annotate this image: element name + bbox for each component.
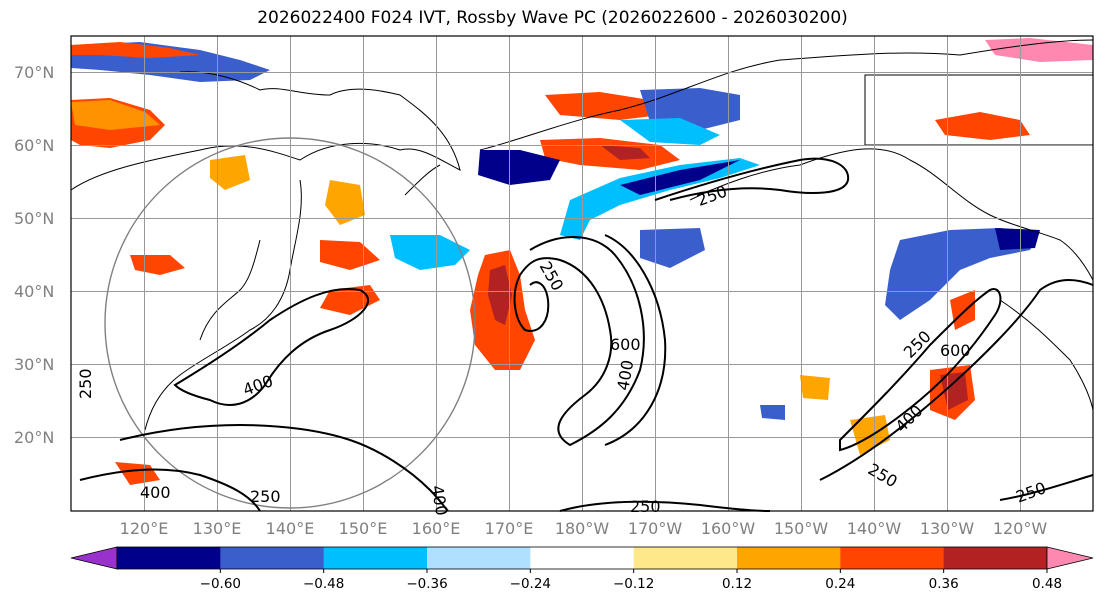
shade-blob (320, 240, 380, 270)
colorbar-tick-label: −0.24 (510, 576, 551, 592)
lon-label: 140°E (266, 519, 315, 538)
latitude-labels: 70°N 60°N 50°N 40°N 30°N 20°N (14, 63, 54, 447)
shade-blob (390, 235, 470, 270)
contour-label: 600 (610, 335, 641, 354)
shade-blob (488, 265, 512, 325)
lon-label: 170°W (628, 519, 683, 538)
colorbar-extend-low (70, 546, 118, 570)
lon-label: 130°W (920, 519, 975, 538)
coastline (404, 164, 441, 196)
lon-label: 140°W (847, 519, 902, 538)
colorbar-segment (943, 547, 1048, 569)
shade-blob (760, 405, 785, 420)
shade-blob (985, 38, 1093, 62)
colorbar-tick-label: 0.12 (722, 576, 752, 592)
contour-line (79, 468, 261, 512)
map-title: 2026022400 F024 IVT, Rossby Wave PC (202… (257, 8, 848, 28)
lon-label: 180°W (555, 519, 610, 538)
colorbar-segment (220, 547, 325, 569)
colorbar-ticks: −0.60 −0.48 −0.36 −0.24 −0.12 0.12 0.24 0.36 0.4… (200, 569, 1062, 592)
shade-blob (115, 462, 160, 485)
colorbar-extend-high (1046, 546, 1094, 570)
colorbar-tick-label: −0.48 (303, 576, 344, 592)
shade-blob (210, 155, 250, 190)
colorbar-segment (737, 547, 841, 569)
shade-blob (325, 180, 365, 225)
shade-blob (71, 100, 160, 130)
coastline (479, 39, 1094, 151)
longitude-labels: 120°E 130°E 140°E 150°E 160°E 170°E 180°… (120, 519, 1048, 538)
coastline (999, 299, 1094, 411)
lat-label: 60°N (14, 136, 54, 155)
colorbar-segment (323, 547, 428, 569)
shade-blob (800, 375, 830, 400)
lon-label: 130°E (193, 519, 242, 538)
lon-label: 160°W (701, 519, 756, 538)
colorbar-tick-label: −0.36 (406, 576, 447, 592)
contour-line (513, 236, 645, 447)
colorbar-segment (530, 547, 635, 569)
shade-blob (478, 150, 560, 185)
colorbar-segments (116, 546, 1048, 570)
contour-line (654, 157, 850, 201)
contour-line (999, 474, 1094, 501)
colorbar: −0.60 −0.48 −0.36 −0.24 −0.12 0.12 0.24 0.36 0.4… (70, 546, 1094, 592)
shade-blob (600, 145, 650, 160)
colorbar-tick-label: 0.48 (1032, 576, 1062, 592)
coastline (144, 179, 302, 431)
contour-label: 400 (427, 484, 451, 517)
shade-blob (620, 118, 720, 145)
shade-blob (620, 160, 740, 195)
colorbar-tick-label: 0.36 (929, 576, 959, 592)
shade-blob (995, 228, 1040, 250)
colorbar-tick-label: −0.12 (613, 576, 654, 592)
contour-label: 400 (140, 483, 171, 502)
colorbar-segment (427, 547, 531, 569)
contour-line (839, 288, 1002, 452)
contour-label: 250 (250, 487, 281, 506)
lon-label: 120°E (120, 519, 169, 538)
lon-label: 120°W (993, 519, 1048, 538)
contour-line (819, 279, 1094, 481)
rossby-contours (79, 157, 1094, 512)
coastline (689, 148, 1094, 281)
shade-blob (71, 42, 200, 58)
shade-blob (640, 228, 705, 268)
colorbar-segment (633, 547, 738, 569)
shade-blob (545, 92, 660, 120)
reference-circle (104, 137, 476, 509)
contour-line (604, 234, 667, 446)
lat-label: 40°N (14, 282, 54, 301)
shade-blob (850, 415, 890, 455)
lat-label: 70°N (14, 63, 54, 82)
contour-label: 600 (940, 341, 971, 360)
colorbar-tick-label: −0.60 (200, 576, 241, 592)
contour-label: 250 (630, 497, 661, 516)
colorbar-segment (117, 547, 221, 569)
map-frame (70, 35, 1094, 512)
lon-label: 150°W (774, 519, 829, 538)
shade-blob (885, 228, 1040, 320)
lat-label: 20°N (14, 428, 54, 447)
shade-blob (130, 255, 185, 275)
coastline (199, 239, 261, 341)
lon-label: 150°E (339, 519, 388, 538)
lon-label: 170°E (485, 519, 534, 538)
lon-label: 160°E (412, 519, 461, 538)
colorbar-tick-label: 0.24 (825, 576, 855, 592)
lat-label: 50°N (14, 209, 54, 228)
coastline (70, 71, 461, 191)
shade-blob (560, 158, 760, 240)
lat-label: 30°N (14, 355, 54, 374)
colorbar-segment (840, 547, 945, 569)
contour-label: 250 (76, 368, 95, 399)
contour-line (119, 423, 449, 512)
contour-line (173, 288, 370, 406)
shade-blob (935, 112, 1030, 140)
